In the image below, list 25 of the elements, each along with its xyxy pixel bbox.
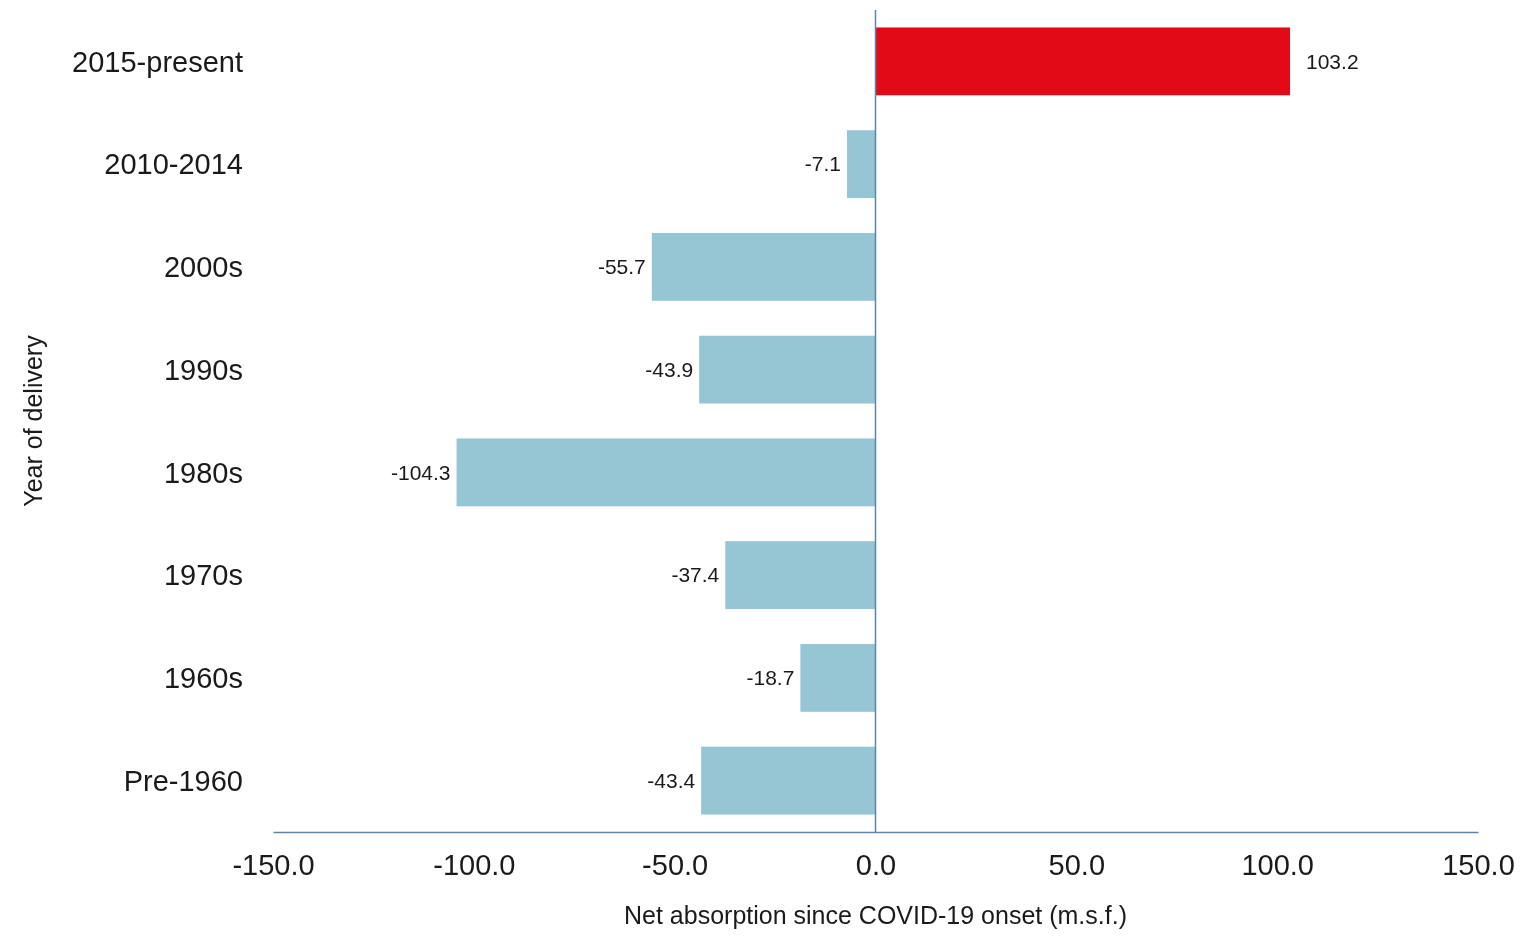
data-label: -18.7 bbox=[746, 666, 795, 690]
y-tick-label: 2010-2014 bbox=[104, 148, 243, 181]
x-tick-label: -150.0 bbox=[232, 848, 315, 881]
y-tick-label: 2000s bbox=[163, 251, 243, 284]
y-tick-label: 1970s bbox=[163, 559, 243, 592]
y-tick-label: 1960s bbox=[163, 662, 243, 695]
y-tick-label: 1990s bbox=[163, 353, 243, 386]
data-label: -7.1 bbox=[804, 152, 841, 176]
x-tick-label: 50.0 bbox=[1048, 848, 1106, 881]
x-tick-label: 0.0 bbox=[855, 848, 897, 881]
y-tick-label: Pre-1960 bbox=[123, 764, 243, 797]
data-label: -43.4 bbox=[647, 768, 696, 792]
data-label: 103.2 bbox=[1306, 49, 1359, 73]
y-tick-label: 2015-present bbox=[72, 45, 243, 78]
data-label: -43.9 bbox=[645, 357, 694, 381]
data-label: -55.7 bbox=[597, 255, 646, 279]
y-axis-title: Year of delivery bbox=[19, 334, 47, 507]
x-tick-label: 150.0 bbox=[1442, 848, 1515, 881]
data-label: -104.3 bbox=[391, 460, 451, 484]
y-tick-label: 1980s bbox=[163, 456, 243, 489]
x-axis-title: Net absorption since COVID-19 onset (m.s.f.) bbox=[624, 901, 1127, 929]
x-tick-label: -50.0 bbox=[642, 848, 709, 881]
x-tick-label: -100.0 bbox=[433, 848, 516, 881]
data-label: -37.4 bbox=[671, 563, 720, 587]
x-tick-label: 100.0 bbox=[1241, 848, 1314, 881]
